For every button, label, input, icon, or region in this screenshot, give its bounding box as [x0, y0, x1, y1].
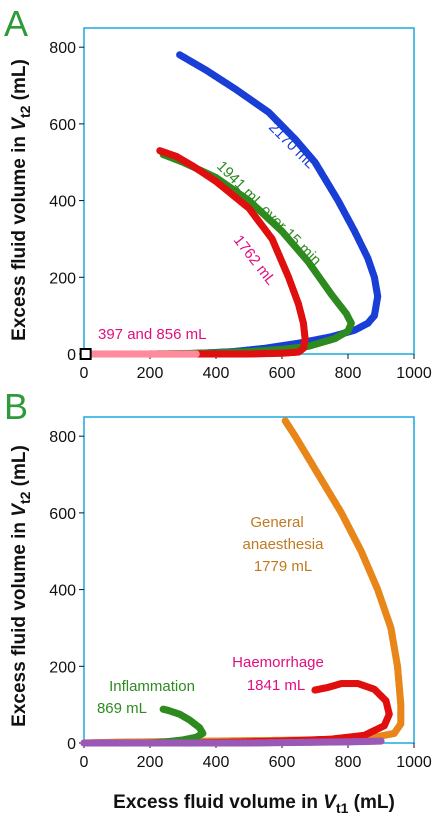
x-tick-label: 1000 — [396, 365, 432, 382]
panel-b: B Excess fluid volume in Vt2 (mL) Excess… — [4, 386, 432, 816]
panel-a: A Excess fluid volume in Vt2 (mL) 0 200 40… — [4, 3, 432, 382]
x-tick-label: 600 — [269, 365, 296, 382]
x-tick-label: 1000 — [396, 754, 432, 771]
x-tick-label: 400 — [203, 754, 230, 771]
panel-label-b: B — [4, 386, 28, 427]
annotation-haemorrhage: Haemorrhage — [232, 654, 324, 671]
panel-b-y-ticks: 0 200 400 600 800 — [49, 429, 84, 753]
y-tick-label: 200 — [49, 270, 76, 287]
panel-a-series — [79, 51, 382, 360]
series-4 — [79, 348, 92, 360]
annotation-1841: 1841 mL — [247, 677, 305, 694]
panel-a-y-label-var: V — [9, 117, 30, 131]
x-tick-label: 800 — [335, 365, 362, 382]
y-tick-label: 200 — [49, 659, 76, 676]
annotation-general: General — [250, 514, 303, 531]
panel-a-y-label-unit: (mL) — [9, 59, 30, 105]
panel-b-series — [80, 417, 405, 747]
data-point — [79, 348, 92, 360]
x-tick-label: 800 — [335, 754, 362, 771]
annotation-inflammation: Inflammation — [109, 678, 195, 695]
annotation-1941: 1941 mL over 15 min — [213, 158, 324, 269]
panel-b-x-ticks: 0 200 400 600 800 1000 — [80, 743, 432, 771]
panel-a-x-ticks: 0 200 400 600 800 1000 — [80, 354, 432, 382]
panel-b-y-axis-label: Excess fluid volume in Vt2 (mL) — [9, 445, 33, 727]
data-point — [377, 737, 385, 745]
series-0 — [169, 51, 382, 358]
panel-b-y-label-sub: t2 — [17, 491, 33, 504]
panel-b-x-label-sub: t1 — [336, 800, 349, 816]
y-tick-label: 600 — [49, 117, 76, 134]
panel-a-y-ticks: 0 200 400 600 800 — [49, 40, 84, 364]
annotation-2170: 2170 mL — [265, 119, 318, 172]
y-tick-label: 800 — [49, 429, 76, 446]
x-tick-label: 200 — [137, 365, 164, 382]
panel-b-x-label-unit: (mL) — [348, 792, 394, 813]
x-tick-label: 200 — [137, 754, 164, 771]
data-point — [281, 417, 289, 425]
x-tick-label: 0 — [80, 754, 89, 771]
panel-b-y-label-text: Excess fluid volume in — [9, 517, 30, 727]
panel-b-y-label-var: V — [9, 503, 30, 517]
x-tick-label: 400 — [203, 365, 230, 382]
panel-b-x-axis-label: Excess fluid volume in Vt1 (mL) — [113, 792, 395, 816]
panel-a-y-label-text: Excess fluid volume in — [9, 131, 30, 341]
panel-label-a: A — [4, 3, 28, 44]
y-tick-label: 600 — [49, 506, 76, 523]
annotation-869: 869 mL — [97, 700, 147, 717]
series-3 — [80, 737, 385, 747]
panel-a-y-axis-label: Excess fluid volume in Vt2 (mL) — [9, 59, 33, 341]
y-tick-label: 400 — [49, 583, 76, 600]
y-tick-label: 800 — [49, 40, 76, 57]
series-0 — [80, 417, 405, 747]
data-point — [192, 350, 200, 358]
x-tick-label: 600 — [269, 754, 296, 771]
y-tick-label: 0 — [67, 736, 76, 753]
panel-a-y-label-sub: t2 — [17, 105, 33, 118]
panel-b-y-label-unit: (mL) — [9, 445, 30, 491]
panel-b-x-label-text: Excess fluid volume in — [113, 792, 323, 813]
y-tick-label: 400 — [49, 194, 76, 211]
data-point — [156, 147, 164, 155]
data-point — [159, 705, 167, 713]
annotation-1779: 1779 mL — [254, 558, 312, 575]
data-point — [311, 686, 319, 694]
series-3 — [83, 350, 200, 358]
x-tick-label: 0 — [80, 365, 89, 382]
annotation-anaesthesia: anaesthesia — [243, 536, 325, 553]
data-point — [176, 51, 184, 59]
y-tick-label: 0 — [67, 347, 76, 364]
annotation-397-856: 397 and 856 mL — [98, 326, 206, 343]
panel-b-x-label-var: V — [323, 792, 337, 813]
